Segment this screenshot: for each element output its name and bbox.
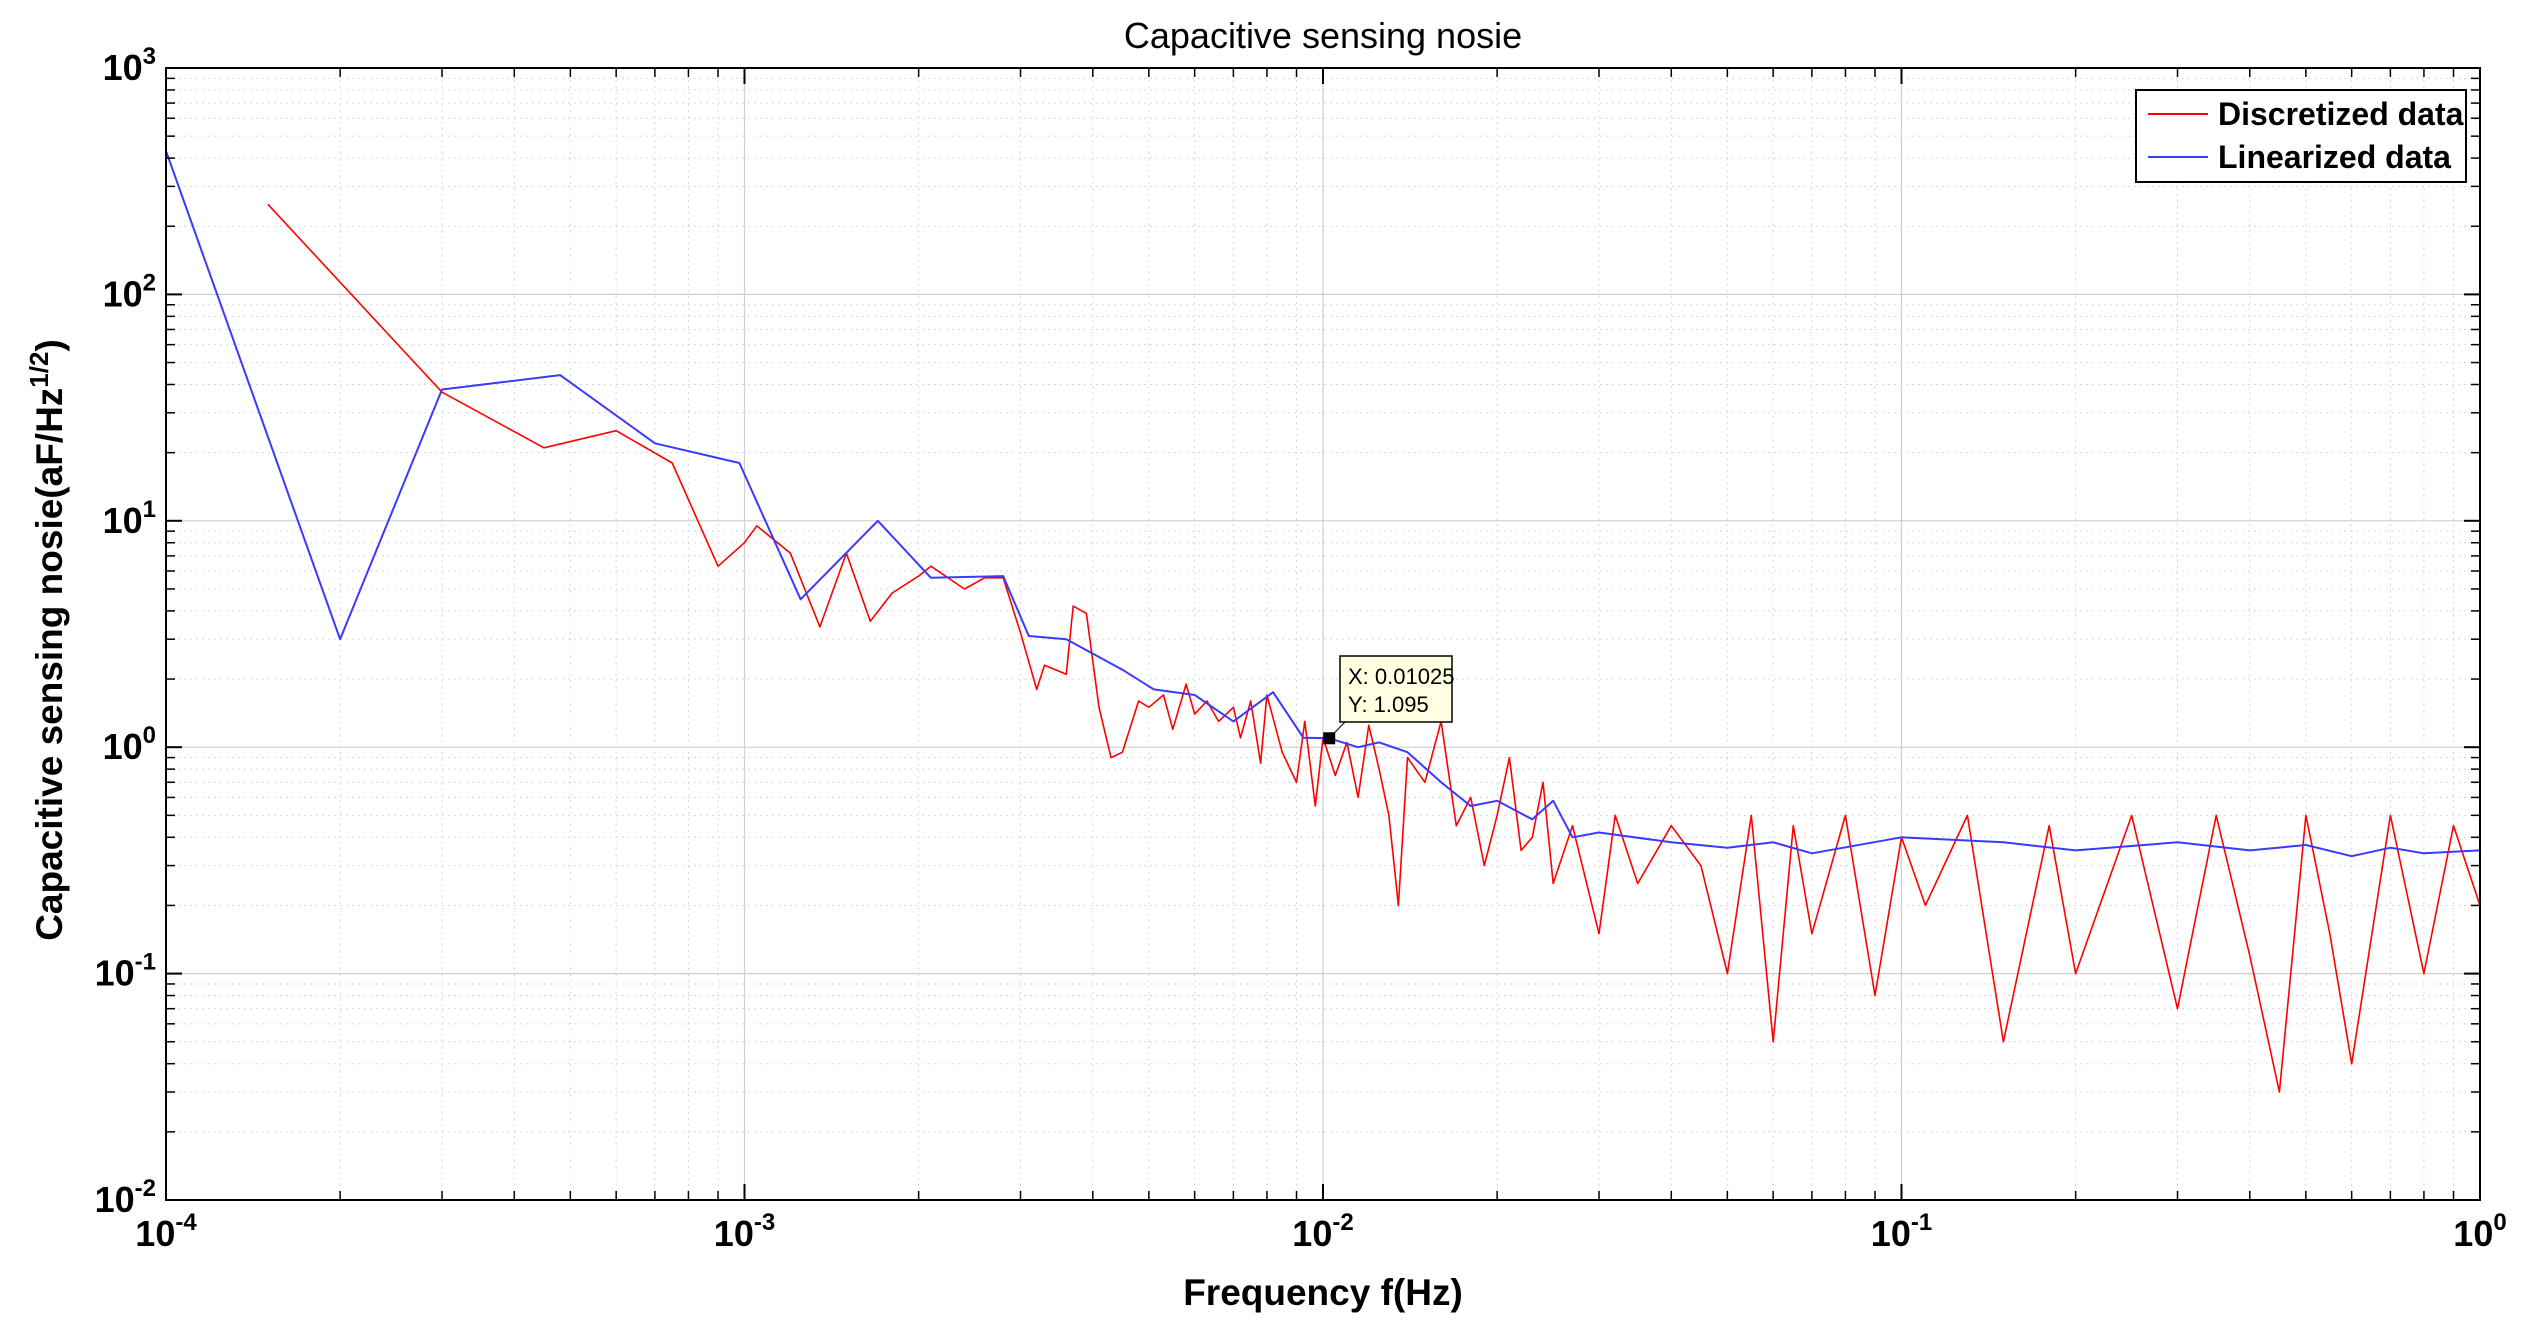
series-line-linearized bbox=[166, 150, 2480, 858]
series-group bbox=[166, 150, 2480, 1093]
tick-exponent: -3 bbox=[754, 1209, 775, 1236]
y-axis-label-close: ) bbox=[29, 339, 70, 351]
tick-base: 10 bbox=[135, 1213, 175, 1254]
tick-base: 10 bbox=[95, 1179, 135, 1220]
y-tick-label: 103 bbox=[103, 43, 156, 88]
chart-title: Capacitive sensing nosie bbox=[1124, 15, 1522, 56]
tick-base: 10 bbox=[714, 1213, 754, 1254]
x-tick-label: 10-4 bbox=[135, 1209, 197, 1254]
tick-base: 10 bbox=[103, 726, 143, 767]
tick-base: 10 bbox=[103, 500, 143, 541]
tick-exponent: -2 bbox=[135, 1175, 156, 1202]
tick-base: 10 bbox=[2453, 1213, 2493, 1254]
tick-exponent: -1 bbox=[135, 949, 156, 976]
y-axis-label-main: Capacitive sensing nosie(aF/Hz bbox=[29, 388, 70, 941]
tick-exponent: -2 bbox=[1332, 1209, 1353, 1236]
tick-base: 10 bbox=[103, 47, 143, 88]
tick-base: 10 bbox=[1292, 1213, 1332, 1254]
legend-box bbox=[2135, 89, 2467, 183]
tick-exponent: 3 bbox=[143, 43, 156, 70]
datatip-box bbox=[1339, 655, 1453, 723]
y-tick-label: 101 bbox=[103, 496, 156, 541]
tick-exponent: 0 bbox=[2493, 1209, 2506, 1236]
x-tick-label: 10-3 bbox=[714, 1209, 775, 1254]
y-tick-label: 10-1 bbox=[95, 949, 156, 994]
series-line-discretized bbox=[267, 203, 2480, 1093]
legend: Discretized data Linearized data bbox=[2135, 89, 2467, 183]
datatip-y-label: Y: 1.095 bbox=[1348, 692, 1429, 717]
tick-base: 10 bbox=[103, 273, 143, 314]
y-tick-label: 102 bbox=[103, 269, 156, 314]
x-tick-label: 10-2 bbox=[1292, 1209, 1353, 1254]
datatip-marker[interactable] bbox=[1323, 732, 1336, 745]
legend-label-discretized: Discretized data bbox=[2218, 96, 2464, 132]
tick-exponent: -1 bbox=[1911, 1209, 1932, 1236]
tick-base: 10 bbox=[1871, 1213, 1911, 1254]
y-tick-label: 100 bbox=[103, 722, 156, 767]
y-tick-label: 10-2 bbox=[95, 1175, 156, 1220]
tick-base: 10 bbox=[95, 953, 135, 994]
y-axis-label: Capacitive sensing nosie(aF/Hz1/2) bbox=[24, 339, 70, 941]
x-tick-label: 10-1 bbox=[1871, 1209, 1932, 1254]
tick-exponent: 2 bbox=[143, 269, 156, 296]
tick-exponent: -4 bbox=[175, 1209, 197, 1236]
tick-exponent: 1 bbox=[143, 496, 156, 523]
x-tick-label: 100 bbox=[2453, 1209, 2506, 1254]
tick-exponent: 0 bbox=[143, 722, 156, 749]
legend-label-linearized: Linearized data bbox=[2218, 139, 2451, 175]
y-axis-label-sup: 1/2 bbox=[24, 352, 54, 388]
datatip-x-label: X: 0.01025 bbox=[1348, 664, 1454, 689]
x-axis-label: Frequency f(Hz) bbox=[1183, 1272, 1463, 1313]
datatip: X: 0.01025 Y: 1.095 bbox=[1323, 655, 1454, 745]
